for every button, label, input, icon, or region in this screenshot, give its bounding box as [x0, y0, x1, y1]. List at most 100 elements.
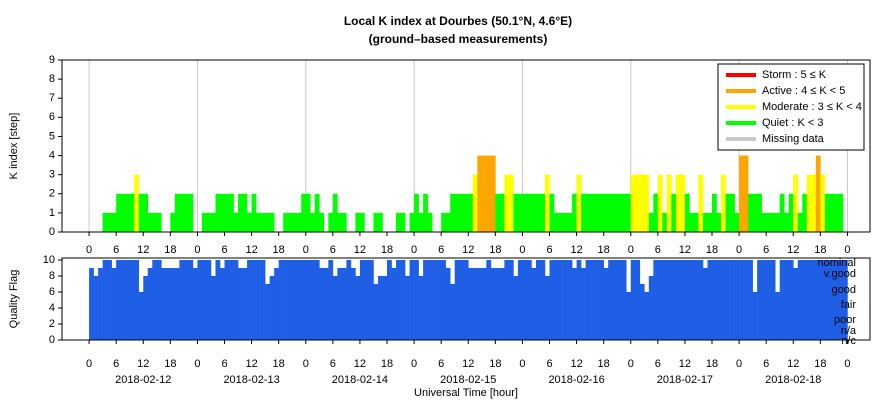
y-axis-label: Quality Flag	[8, 270, 20, 329]
bar	[581, 268, 586, 340]
bar	[621, 260, 627, 340]
bar	[346, 260, 352, 340]
bar	[161, 268, 167, 340]
bar	[662, 212, 668, 232]
bar	[499, 193, 505, 232]
x-tick-label: 0	[194, 358, 200, 370]
bar	[770, 260, 776, 340]
bar	[739, 260, 744, 340]
bar	[535, 260, 541, 340]
bar	[391, 268, 397, 340]
bar	[296, 260, 302, 340]
bar	[377, 212, 383, 232]
bar	[445, 212, 451, 232]
bar	[98, 268, 103, 340]
bar	[116, 193, 121, 232]
date-label: 2018-02-17	[657, 374, 713, 386]
bar	[251, 193, 257, 232]
bar	[292, 260, 298, 340]
bar	[820, 174, 826, 232]
bar	[662, 260, 668, 340]
bar	[599, 193, 604, 232]
bar	[341, 212, 347, 232]
bar	[725, 260, 731, 340]
x-tick-label: 0	[519, 244, 525, 256]
x-tick-label: 12	[137, 358, 149, 370]
quality-level-label: fair	[841, 299, 857, 311]
x-tick-label: 0	[736, 244, 742, 256]
bar	[454, 260, 460, 340]
bar	[644, 174, 650, 232]
x-tick-label: 0	[736, 358, 742, 370]
bar	[215, 260, 221, 340]
bar	[513, 193, 519, 232]
y-tick-label: 6	[49, 111, 55, 123]
y-tick-label: 7	[49, 92, 55, 104]
x-tick-label: 18	[814, 358, 826, 370]
bar	[784, 212, 790, 232]
x-tick-label: 6	[221, 358, 227, 370]
bar	[544, 174, 550, 232]
bar	[684, 193, 690, 232]
bar	[648, 276, 654, 340]
bar	[147, 268, 153, 340]
bar	[201, 212, 207, 232]
bar	[436, 260, 442, 340]
y-tick-label: 8	[49, 270, 55, 282]
bar	[820, 260, 826, 340]
bar	[441, 260, 446, 340]
legend-label: Moderate : 3 ≤ K < 4	[762, 101, 862, 113]
bar	[693, 260, 699, 340]
bar	[233, 212, 239, 232]
bar	[450, 284, 456, 340]
bar	[517, 193, 523, 232]
bar	[337, 268, 343, 340]
bar	[441, 212, 446, 232]
bar	[269, 212, 275, 232]
bar	[585, 193, 591, 232]
bar	[233, 260, 239, 340]
bar	[396, 212, 401, 232]
quality-level-label: v.good	[824, 268, 856, 280]
bar	[251, 260, 257, 340]
bar	[481, 155, 487, 232]
x-tick-label: 6	[655, 358, 661, 370]
bar	[107, 260, 112, 340]
bar	[716, 212, 722, 232]
bar	[355, 212, 361, 232]
bar	[522, 193, 528, 232]
bar	[522, 260, 528, 340]
y-tick-label: 1	[49, 207, 55, 219]
date-label: 2018-02-14	[332, 374, 388, 386]
bar	[373, 284, 379, 340]
bar	[143, 276, 149, 340]
date-label: 2018-02-16	[548, 374, 604, 386]
bar	[332, 276, 338, 340]
bar	[396, 260, 401, 340]
bar	[265, 284, 270, 340]
x-tick-label: 6	[113, 244, 119, 256]
x-tick-label: 0	[86, 358, 92, 370]
bar	[197, 260, 203, 340]
bar	[319, 212, 325, 232]
bar	[833, 260, 839, 340]
x-tick-label: 6	[763, 358, 769, 370]
bar	[802, 260, 808, 340]
bar	[170, 268, 176, 340]
bar	[314, 193, 320, 232]
bar	[644, 292, 650, 340]
bar	[626, 193, 632, 232]
bar	[684, 260, 690, 340]
plot-frame	[61, 59, 871, 233]
bar	[183, 193, 189, 232]
x-tick-label: 12	[570, 244, 582, 256]
bar	[689, 260, 695, 340]
bar	[599, 260, 604, 340]
bar	[301, 260, 307, 340]
x-tick-label: 0	[303, 244, 309, 256]
x-tick-label: 0	[519, 358, 525, 370]
bar	[508, 260, 514, 340]
bar	[671, 193, 677, 232]
bar	[427, 260, 433, 340]
